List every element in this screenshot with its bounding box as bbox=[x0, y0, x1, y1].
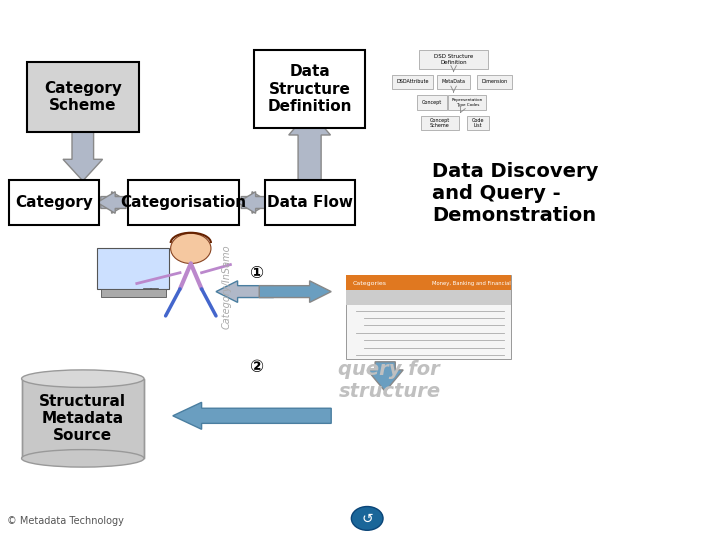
Text: Structural
Metadata
Source: Structural Metadata Source bbox=[40, 394, 126, 443]
FancyBboxPatch shape bbox=[477, 75, 513, 89]
FancyArrow shape bbox=[173, 402, 331, 429]
Ellipse shape bbox=[22, 450, 144, 467]
FancyArrow shape bbox=[367, 316, 403, 348]
FancyArrow shape bbox=[63, 132, 103, 181]
FancyBboxPatch shape bbox=[346, 275, 511, 291]
Circle shape bbox=[351, 507, 383, 530]
FancyBboxPatch shape bbox=[417, 95, 446, 110]
FancyArrow shape bbox=[101, 192, 130, 213]
Text: ↺: ↺ bbox=[361, 511, 373, 525]
FancyArrow shape bbox=[367, 362, 403, 392]
Text: Concept: Concept bbox=[422, 100, 442, 105]
Text: ①: ① bbox=[248, 264, 263, 282]
FancyBboxPatch shape bbox=[346, 275, 511, 359]
FancyBboxPatch shape bbox=[97, 248, 169, 289]
Text: Category: Category bbox=[15, 195, 93, 210]
Text: Code
List: Code List bbox=[472, 118, 485, 129]
FancyBboxPatch shape bbox=[101, 289, 166, 297]
Circle shape bbox=[171, 233, 211, 264]
FancyBboxPatch shape bbox=[467, 116, 489, 130]
FancyBboxPatch shape bbox=[346, 291, 511, 305]
Text: © Metadata Technology: © Metadata Technology bbox=[7, 516, 124, 526]
FancyBboxPatch shape bbox=[9, 179, 99, 226]
FancyBboxPatch shape bbox=[392, 75, 433, 89]
FancyBboxPatch shape bbox=[437, 75, 470, 89]
Text: Data Flow: Data Flow bbox=[266, 195, 353, 210]
FancyBboxPatch shape bbox=[22, 379, 144, 458]
Text: Money, Banking and Financial Markets: Money, Banking and Financial Markets bbox=[432, 281, 534, 286]
FancyBboxPatch shape bbox=[419, 50, 488, 69]
Text: Categorisation: Categorisation bbox=[120, 195, 247, 210]
FancyBboxPatch shape bbox=[448, 95, 487, 110]
Text: ②: ② bbox=[248, 358, 263, 376]
Text: DSD Structure
Definition: DSD Structure Definition bbox=[434, 54, 473, 65]
Text: Category
Scheme: Category Scheme bbox=[44, 81, 122, 113]
FancyArrow shape bbox=[97, 192, 126, 213]
Text: MetaData: MetaData bbox=[441, 79, 466, 84]
FancyArrow shape bbox=[259, 281, 331, 302]
FancyBboxPatch shape bbox=[265, 179, 355, 226]
Text: DSDAttribute: DSDAttribute bbox=[396, 79, 429, 84]
Text: Representation
Type Codes: Representation Type Codes bbox=[451, 98, 483, 107]
Text: query for
structure: query for structure bbox=[338, 360, 441, 401]
Ellipse shape bbox=[22, 370, 144, 387]
FancyBboxPatch shape bbox=[128, 179, 239, 226]
Text: Dimension: Dimension bbox=[482, 79, 508, 84]
Text: Data
Structure
Definition: Data Structure Definition bbox=[267, 64, 352, 114]
FancyArrow shape bbox=[241, 192, 270, 213]
Text: Data Discovery
and Query -
Demonstration: Data Discovery and Query - Demonstration bbox=[432, 162, 598, 225]
Text: Categories: Categories bbox=[353, 281, 387, 286]
FancyBboxPatch shape bbox=[253, 50, 365, 128]
FancyArrow shape bbox=[216, 281, 274, 302]
FancyBboxPatch shape bbox=[420, 116, 459, 130]
Text: Category/InSamo: Category/InSamo bbox=[222, 244, 232, 328]
FancyArrow shape bbox=[289, 111, 330, 186]
FancyBboxPatch shape bbox=[27, 62, 138, 132]
FancyArrow shape bbox=[238, 192, 266, 213]
Text: Concept
Scheme: Concept Scheme bbox=[430, 118, 450, 129]
